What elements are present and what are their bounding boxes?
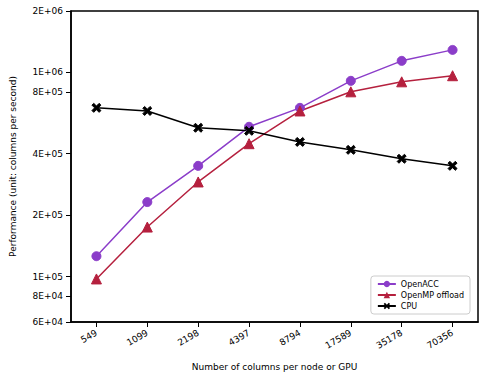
svg-text:4397: 4397: [227, 328, 252, 348]
svg-text:549: 549: [79, 328, 99, 345]
svg-text:Performance (unit: columns per: Performance (unit: columns per second): [8, 76, 18, 257]
svg-text:35178: 35178: [374, 328, 404, 351]
svg-text:17589: 17589: [324, 328, 354, 351]
svg-text:2E+05: 2E+05: [33, 210, 63, 220]
svg-text:1099: 1099: [125, 328, 150, 348]
svg-text:1E+06: 1E+06: [33, 67, 64, 77]
svg-text:4E+05: 4E+05: [33, 149, 63, 159]
svg-text:2E+06: 2E+06: [33, 6, 64, 16]
svg-text:Number of columns per node or: Number of columns per node or GPU: [192, 362, 357, 372]
svg-text:1E+05: 1E+05: [33, 272, 63, 282]
svg-text:OpenMP offload: OpenMP offload: [401, 291, 464, 300]
svg-text:OpenACC: OpenACC: [401, 280, 439, 289]
svg-text:8794: 8794: [278, 328, 303, 348]
svg-text:8E+04: 8E+04: [33, 291, 64, 301]
svg-text:8E+05: 8E+05: [33, 87, 63, 97]
svg-text:CPU: CPU: [401, 302, 417, 311]
svg-text:70356: 70356: [425, 328, 455, 351]
svg-text:6E+04: 6E+04: [33, 317, 64, 327]
svg-text:2198: 2198: [176, 328, 201, 348]
